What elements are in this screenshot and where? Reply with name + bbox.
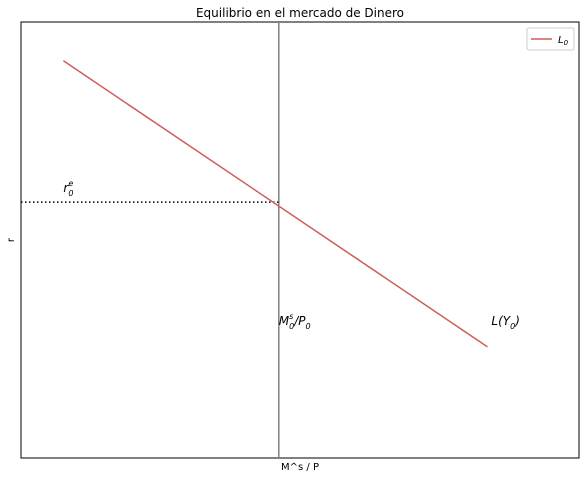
money-supply-sup: s bbox=[289, 312, 293, 321]
r-equilibrium-base: r bbox=[63, 181, 69, 195]
demand-close: ) bbox=[514, 314, 520, 328]
demand-label: L(Y0) bbox=[491, 314, 519, 331]
money-supply-sub: 0 bbox=[289, 322, 294, 331]
money-supply-label: Ms 0/P0 bbox=[279, 312, 311, 331]
r-equilibrium-sub: 0 bbox=[68, 189, 73, 198]
money-supply-tail: /P bbox=[293, 314, 306, 328]
money-supply-tail-sub: 0 bbox=[306, 322, 311, 331]
y-axis-label: r bbox=[6, 237, 17, 242]
legend-label: L0 bbox=[558, 35, 569, 47]
r-equilibrium-label: re 0 bbox=[63, 179, 73, 198]
x-axis-label: M^s / P bbox=[281, 462, 319, 473]
legend-label-sub: 0 bbox=[564, 39, 569, 47]
r-equilibrium-sup: e bbox=[68, 179, 73, 188]
demand-text: L(Y bbox=[491, 314, 511, 328]
plot-area bbox=[20, 21, 580, 459]
legend-label-base: L bbox=[558, 35, 564, 46]
legend: L0 bbox=[526, 27, 575, 51]
money-supply-base: M bbox=[279, 314, 290, 328]
demand-sub: 0 bbox=[510, 322, 515, 331]
chart-title: Equilibrio en el mercado de Dinero bbox=[196, 6, 404, 20]
demand-curve bbox=[62, 60, 488, 348]
